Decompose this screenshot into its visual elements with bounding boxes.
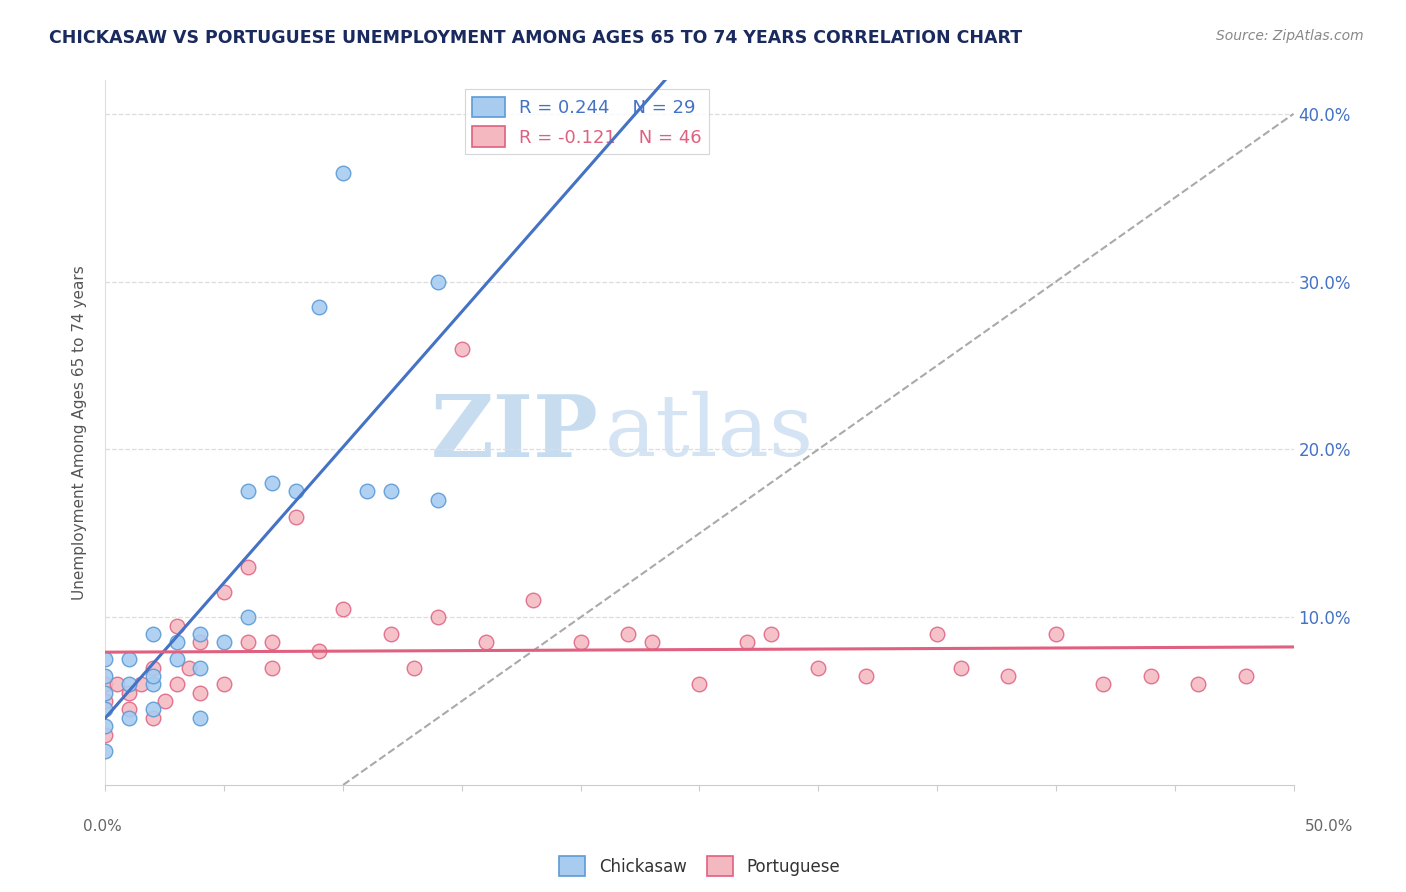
Point (214, 585, 236, 599)
Point (356, 484, 378, 499)
Point (94, 728, 117, 742)
Point (105, 677, 128, 691)
Point (94, 677, 117, 691)
Point (190, 686, 212, 700)
Text: atlas: atlas (605, 391, 814, 475)
Text: 50.0%: 50.0% (1305, 820, 1353, 834)
Point (118, 677, 141, 691)
Point (236, 559, 259, 574)
Point (949, 660, 972, 674)
Text: 0.0%: 0.0% (83, 820, 122, 834)
Point (142, 711, 165, 725)
Point (214, 677, 236, 691)
Point (94, 694, 117, 708)
Point (177, 660, 200, 674)
Point (617, 627, 640, 641)
Point (94, 702, 117, 716)
Point (166, 618, 188, 632)
Point (260, 660, 283, 674)
Point (284, 484, 307, 499)
Point (689, 677, 711, 691)
Point (427, 492, 450, 507)
Point (759, 627, 782, 641)
Point (142, 669, 165, 683)
Point (118, 702, 141, 716)
Point (427, 610, 450, 624)
Point (1187, 677, 1209, 691)
Point (94, 744, 117, 758)
Point (855, 669, 877, 683)
Point (142, 702, 165, 716)
Point (142, 660, 165, 674)
Text: ZIP: ZIP (430, 391, 599, 475)
Point (569, 635, 592, 649)
Y-axis label: Unemployment Among Ages 65 to 74 years: Unemployment Among Ages 65 to 74 years (72, 265, 87, 600)
Point (332, 165, 354, 179)
Point (236, 635, 259, 649)
Point (153, 694, 176, 708)
Point (380, 627, 402, 641)
Point (236, 610, 259, 624)
Legend: Chickasaw, Portuguese: Chickasaw, Portuguese (553, 850, 846, 882)
Point (166, 635, 188, 649)
Point (404, 660, 426, 674)
Point (166, 677, 188, 691)
Point (427, 275, 450, 289)
Point (332, 602, 354, 616)
Point (214, 635, 236, 649)
Point (735, 635, 758, 649)
Point (190, 627, 212, 641)
Point (190, 635, 212, 649)
Point (284, 509, 307, 524)
Point (94, 686, 117, 700)
Text: CHICKASAW VS PORTUGUESE UNEMPLOYMENT AMONG AGES 65 TO 74 YEARS CORRELATION CHART: CHICKASAW VS PORTUGUESE UNEMPLOYMENT AMO… (49, 29, 1022, 46)
Point (474, 635, 496, 649)
Point (94, 652, 117, 666)
Point (1092, 677, 1115, 691)
Point (997, 669, 1019, 683)
Point (641, 635, 664, 649)
Point (522, 593, 544, 607)
Point (236, 484, 259, 499)
Point (166, 652, 188, 666)
Point (1234, 669, 1257, 683)
Point (260, 635, 283, 649)
Point (260, 475, 283, 490)
Point (190, 660, 212, 674)
Point (1140, 669, 1163, 683)
Point (118, 711, 141, 725)
Point (190, 711, 212, 725)
Point (129, 677, 152, 691)
Point (308, 644, 330, 658)
Point (450, 342, 472, 356)
Point (94, 669, 117, 683)
Point (94, 719, 117, 733)
Point (142, 627, 165, 641)
Point (118, 652, 141, 666)
Point (118, 686, 141, 700)
Point (142, 677, 165, 691)
Text: Source: ZipAtlas.com: Source: ZipAtlas.com (1216, 29, 1364, 43)
Point (1045, 627, 1067, 641)
Point (380, 484, 402, 499)
Point (308, 300, 330, 314)
Point (807, 660, 830, 674)
Point (925, 627, 948, 641)
